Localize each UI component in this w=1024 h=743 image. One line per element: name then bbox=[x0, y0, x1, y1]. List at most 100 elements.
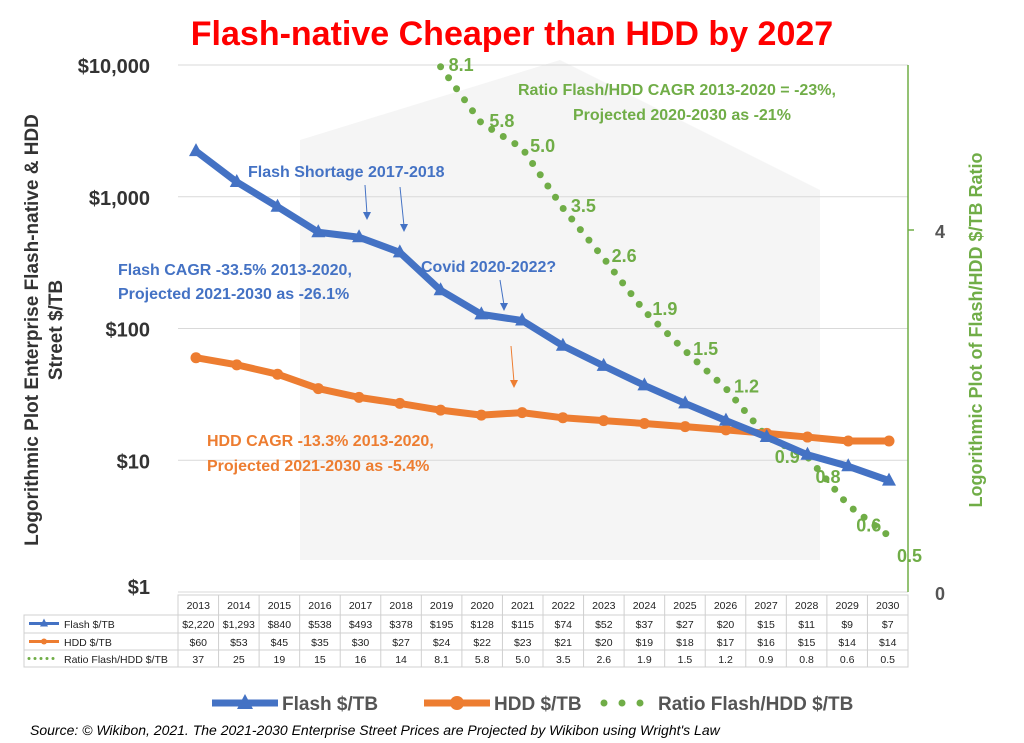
table-cell: $20 bbox=[717, 619, 735, 631]
table-year: 2026 bbox=[714, 600, 738, 612]
ratio-data-label: 3.5 bbox=[571, 196, 596, 216]
y-tick-label: $1 bbox=[128, 577, 150, 599]
table-cell: $24 bbox=[433, 637, 451, 649]
table-year: 2019 bbox=[430, 600, 454, 612]
watermark bbox=[300, 60, 820, 560]
table-cell: 0.6 bbox=[840, 654, 855, 666]
table-cell: $45 bbox=[271, 637, 289, 649]
source-note: Source: © Wikibon, 2021. The 2021-2030 E… bbox=[30, 722, 721, 738]
ratio-series-line bbox=[437, 63, 893, 540]
flash-point bbox=[392, 244, 407, 258]
y-tick-label: $10,000 bbox=[78, 56, 150, 78]
flash-point bbox=[759, 429, 774, 443]
table-series-name: Ratio Flash/HDD $/TB bbox=[64, 654, 168, 666]
flash-series-line bbox=[193, 148, 891, 484]
table-cell: $17 bbox=[717, 637, 735, 649]
table-year: 2020 bbox=[470, 600, 494, 612]
table-cell: 0.9 bbox=[759, 654, 774, 666]
table-cell: $15 bbox=[757, 619, 775, 631]
ratio-data-label: 0.5 bbox=[897, 546, 922, 566]
table-cell: $27 bbox=[392, 637, 410, 649]
y-axis-label-line2: Street $/TB bbox=[46, 280, 67, 380]
table-year: 2016 bbox=[308, 600, 332, 612]
flash-point bbox=[474, 306, 489, 320]
table-cell: 16 bbox=[355, 654, 367, 666]
ratio-data-label: 2.6 bbox=[612, 246, 637, 266]
table-cell: $30 bbox=[352, 637, 370, 649]
table-cell: 1.5 bbox=[678, 654, 693, 666]
legend: Flash $/TB HDD $/TB Ratio Flash/HDD $/TB bbox=[212, 694, 853, 715]
hdd-series-line bbox=[195, 354, 889, 445]
y2-tick-label: 0 bbox=[935, 584, 945, 604]
table-cell: $20 bbox=[595, 637, 613, 649]
hdd-point bbox=[598, 415, 610, 427]
flash-point bbox=[229, 174, 244, 188]
table-year: 2018 bbox=[389, 600, 413, 612]
table-cell: $115 bbox=[511, 619, 534, 631]
hdd-point bbox=[475, 409, 487, 421]
y-tick-label: $100 bbox=[106, 320, 151, 342]
table-cell: $9 bbox=[841, 619, 853, 631]
hdd-point bbox=[557, 412, 569, 424]
annotation-ratio-cagr-1: Ratio Flash/HDD CAGR 2013-2020 = -23%, bbox=[518, 82, 836, 99]
ratio-data-label: 1.9 bbox=[652, 299, 677, 319]
table-year: 2021 bbox=[511, 600, 535, 612]
ratio-data-label: 8.1 bbox=[449, 55, 474, 75]
table-cell: $14 bbox=[838, 637, 856, 649]
table-year: 2014 bbox=[227, 600, 251, 612]
flash-point bbox=[189, 143, 203, 157]
annotation-covid: Covid 2020-2022? bbox=[421, 259, 556, 276]
table-cell: $18 bbox=[676, 637, 694, 649]
flash-point bbox=[515, 312, 530, 326]
table-cell: 25 bbox=[233, 654, 245, 666]
table-cell: 8.1 bbox=[434, 654, 449, 666]
flash-point bbox=[433, 282, 448, 296]
table-year: 2013 bbox=[187, 600, 211, 612]
table-cell: 19 bbox=[274, 654, 286, 666]
table-cell: 1.2 bbox=[718, 654, 733, 666]
legend-label: HDD $/TB bbox=[494, 694, 582, 715]
table-cell: $60 bbox=[190, 637, 208, 649]
hdd-point bbox=[190, 352, 202, 364]
table-cell: $1,293 bbox=[223, 619, 255, 631]
table-cell: $14 bbox=[879, 637, 897, 649]
table-cell: $128 bbox=[470, 619, 494, 631]
table-year: 2024 bbox=[633, 600, 657, 612]
ratio-data-label: 0.6 bbox=[856, 515, 881, 535]
flash-point bbox=[352, 229, 367, 243]
table-cell: 0.8 bbox=[799, 654, 814, 666]
ratio-data-label: 5.8 bbox=[489, 111, 514, 131]
flash-point bbox=[678, 395, 693, 409]
table-year: 2017 bbox=[349, 600, 373, 612]
table-cell: 2.6 bbox=[597, 654, 612, 666]
table-cell: $22 bbox=[473, 637, 491, 649]
chart-title: Flash-native Cheaper than HDD by 2027 bbox=[191, 15, 833, 53]
table-cell: $7 bbox=[882, 619, 894, 631]
table-year: 2029 bbox=[835, 600, 859, 612]
hdd-point bbox=[679, 421, 691, 433]
hdd-point bbox=[394, 397, 406, 409]
flash-point bbox=[270, 198, 285, 212]
table-cell: 1.9 bbox=[637, 654, 652, 666]
hdd-point bbox=[720, 424, 732, 436]
table-cell: $493 bbox=[349, 619, 373, 631]
ratio-data-label: 1.2 bbox=[734, 377, 759, 397]
table-cell: $23 bbox=[514, 637, 532, 649]
y-axis-label-line1: Logorithmic Plot Enterprise Flash-native… bbox=[22, 114, 43, 546]
table-cell: $74 bbox=[555, 619, 573, 631]
table-cell: $35 bbox=[311, 637, 329, 649]
hdd-point bbox=[842, 435, 854, 447]
flash-point bbox=[718, 412, 733, 426]
flash-point bbox=[311, 224, 326, 238]
annotation-flash-shortage: Flash Shortage 2017-2018 bbox=[248, 164, 445, 181]
y2-tick-label: 4 bbox=[935, 222, 945, 242]
flash-point bbox=[555, 337, 570, 351]
y-tick-label: $10 bbox=[117, 451, 150, 473]
table-year: 2025 bbox=[673, 600, 697, 612]
table-cell: $15 bbox=[798, 637, 816, 649]
table-cell: 5.0 bbox=[515, 654, 530, 666]
table-series-name: Flash $/TB bbox=[64, 619, 115, 631]
hdd-point bbox=[312, 383, 324, 395]
table-cell: $195 bbox=[430, 619, 454, 631]
